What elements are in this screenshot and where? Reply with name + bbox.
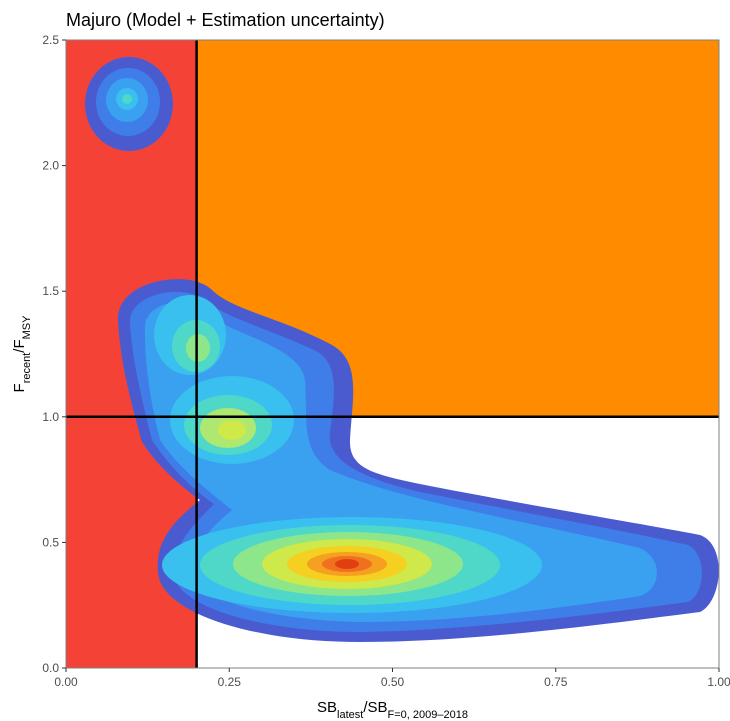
density-blob-main [117,279,719,642]
density-contours [85,57,719,642]
y-axis-label: Frecent/FMSY [11,315,33,393]
density-blob-small [85,57,173,151]
y-axis-label-part: F [11,339,28,348]
y-tick-label: 0.5 [42,535,59,549]
x-axis-label-part: / [363,699,368,716]
y-axis-label-part: MSY [21,315,33,340]
x-axis-label: SBlatest/SBF=0, 2009–2018 [317,699,468,721]
y-tick-label: 0.0 [42,661,59,675]
x-axis-label-part: SB [368,699,388,716]
y-axis-label-part: recent [21,353,33,384]
x-axis-label-part: latest [337,709,363,721]
y-tick-label: 1.5 [42,284,59,298]
chart-title: Majuro (Model + Estimation uncertainty) [66,10,385,30]
y-axis-label-part: / [11,348,28,353]
y-axis-label-part: F [11,383,28,392]
y-tick-label: 2.0 [42,159,59,173]
x-tick-label: 0.50 [381,675,405,689]
x-tick-label: 0.25 [218,675,242,689]
x-axis-label-part: F=0, 2009–2018 [388,709,468,721]
x-axis-label-part: SB [317,699,337,716]
y-tick-label: 2.5 [42,33,59,47]
x-tick-label: 0.75 [544,675,568,689]
x-tick-label: 0.00 [54,675,78,689]
y-tick-label: 1.0 [42,410,59,424]
x-tick-label: 1.00 [707,675,730,689]
